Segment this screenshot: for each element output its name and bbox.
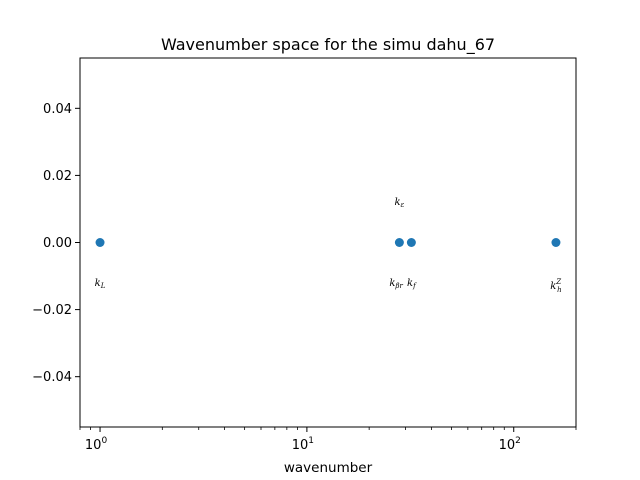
x-tick-label-2: 102 bbox=[499, 436, 521, 453]
x-axis-minor-ticks bbox=[79, 427, 577, 430]
data-point-0 bbox=[95, 238, 105, 247]
y-tick-label-2: 0.00 bbox=[43, 236, 72, 251]
data-point-2 bbox=[406, 238, 416, 247]
chart-title: Wavenumber space for the simu dahu_67 bbox=[161, 35, 495, 55]
annotation-1: kε bbox=[394, 197, 404, 209]
annotation-3: kf bbox=[407, 278, 417, 290]
y-tick-label-0: 0.04 bbox=[43, 102, 72, 117]
point-annotations: kL kε kβr kf kZ h bbox=[95, 197, 562, 294]
x-axis-ticks: 100 101 102 bbox=[85, 427, 521, 453]
x-axis-label: wavenumber bbox=[284, 460, 373, 476]
data-points bbox=[95, 238, 561, 247]
data-point-1 bbox=[394, 238, 404, 247]
data-point-3 bbox=[551, 238, 561, 247]
x-tick-label-1: 101 bbox=[292, 436, 314, 453]
y-tick-label-4: −0.04 bbox=[32, 370, 72, 385]
y-tick-label-3: −0.02 bbox=[32, 303, 72, 318]
y-tick-label-1: 0.02 bbox=[43, 169, 72, 184]
x-tick-label-0: 100 bbox=[85, 436, 108, 453]
plot-frame bbox=[79, 57, 577, 428]
annotation-0: kL bbox=[95, 278, 106, 290]
annotation-2: kβr bbox=[389, 278, 403, 290]
annotation-4: kZ h bbox=[550, 278, 561, 294]
y-axis-ticks: 0.04 0.02 0.00 −0.02 −0.04 bbox=[32, 102, 80, 385]
